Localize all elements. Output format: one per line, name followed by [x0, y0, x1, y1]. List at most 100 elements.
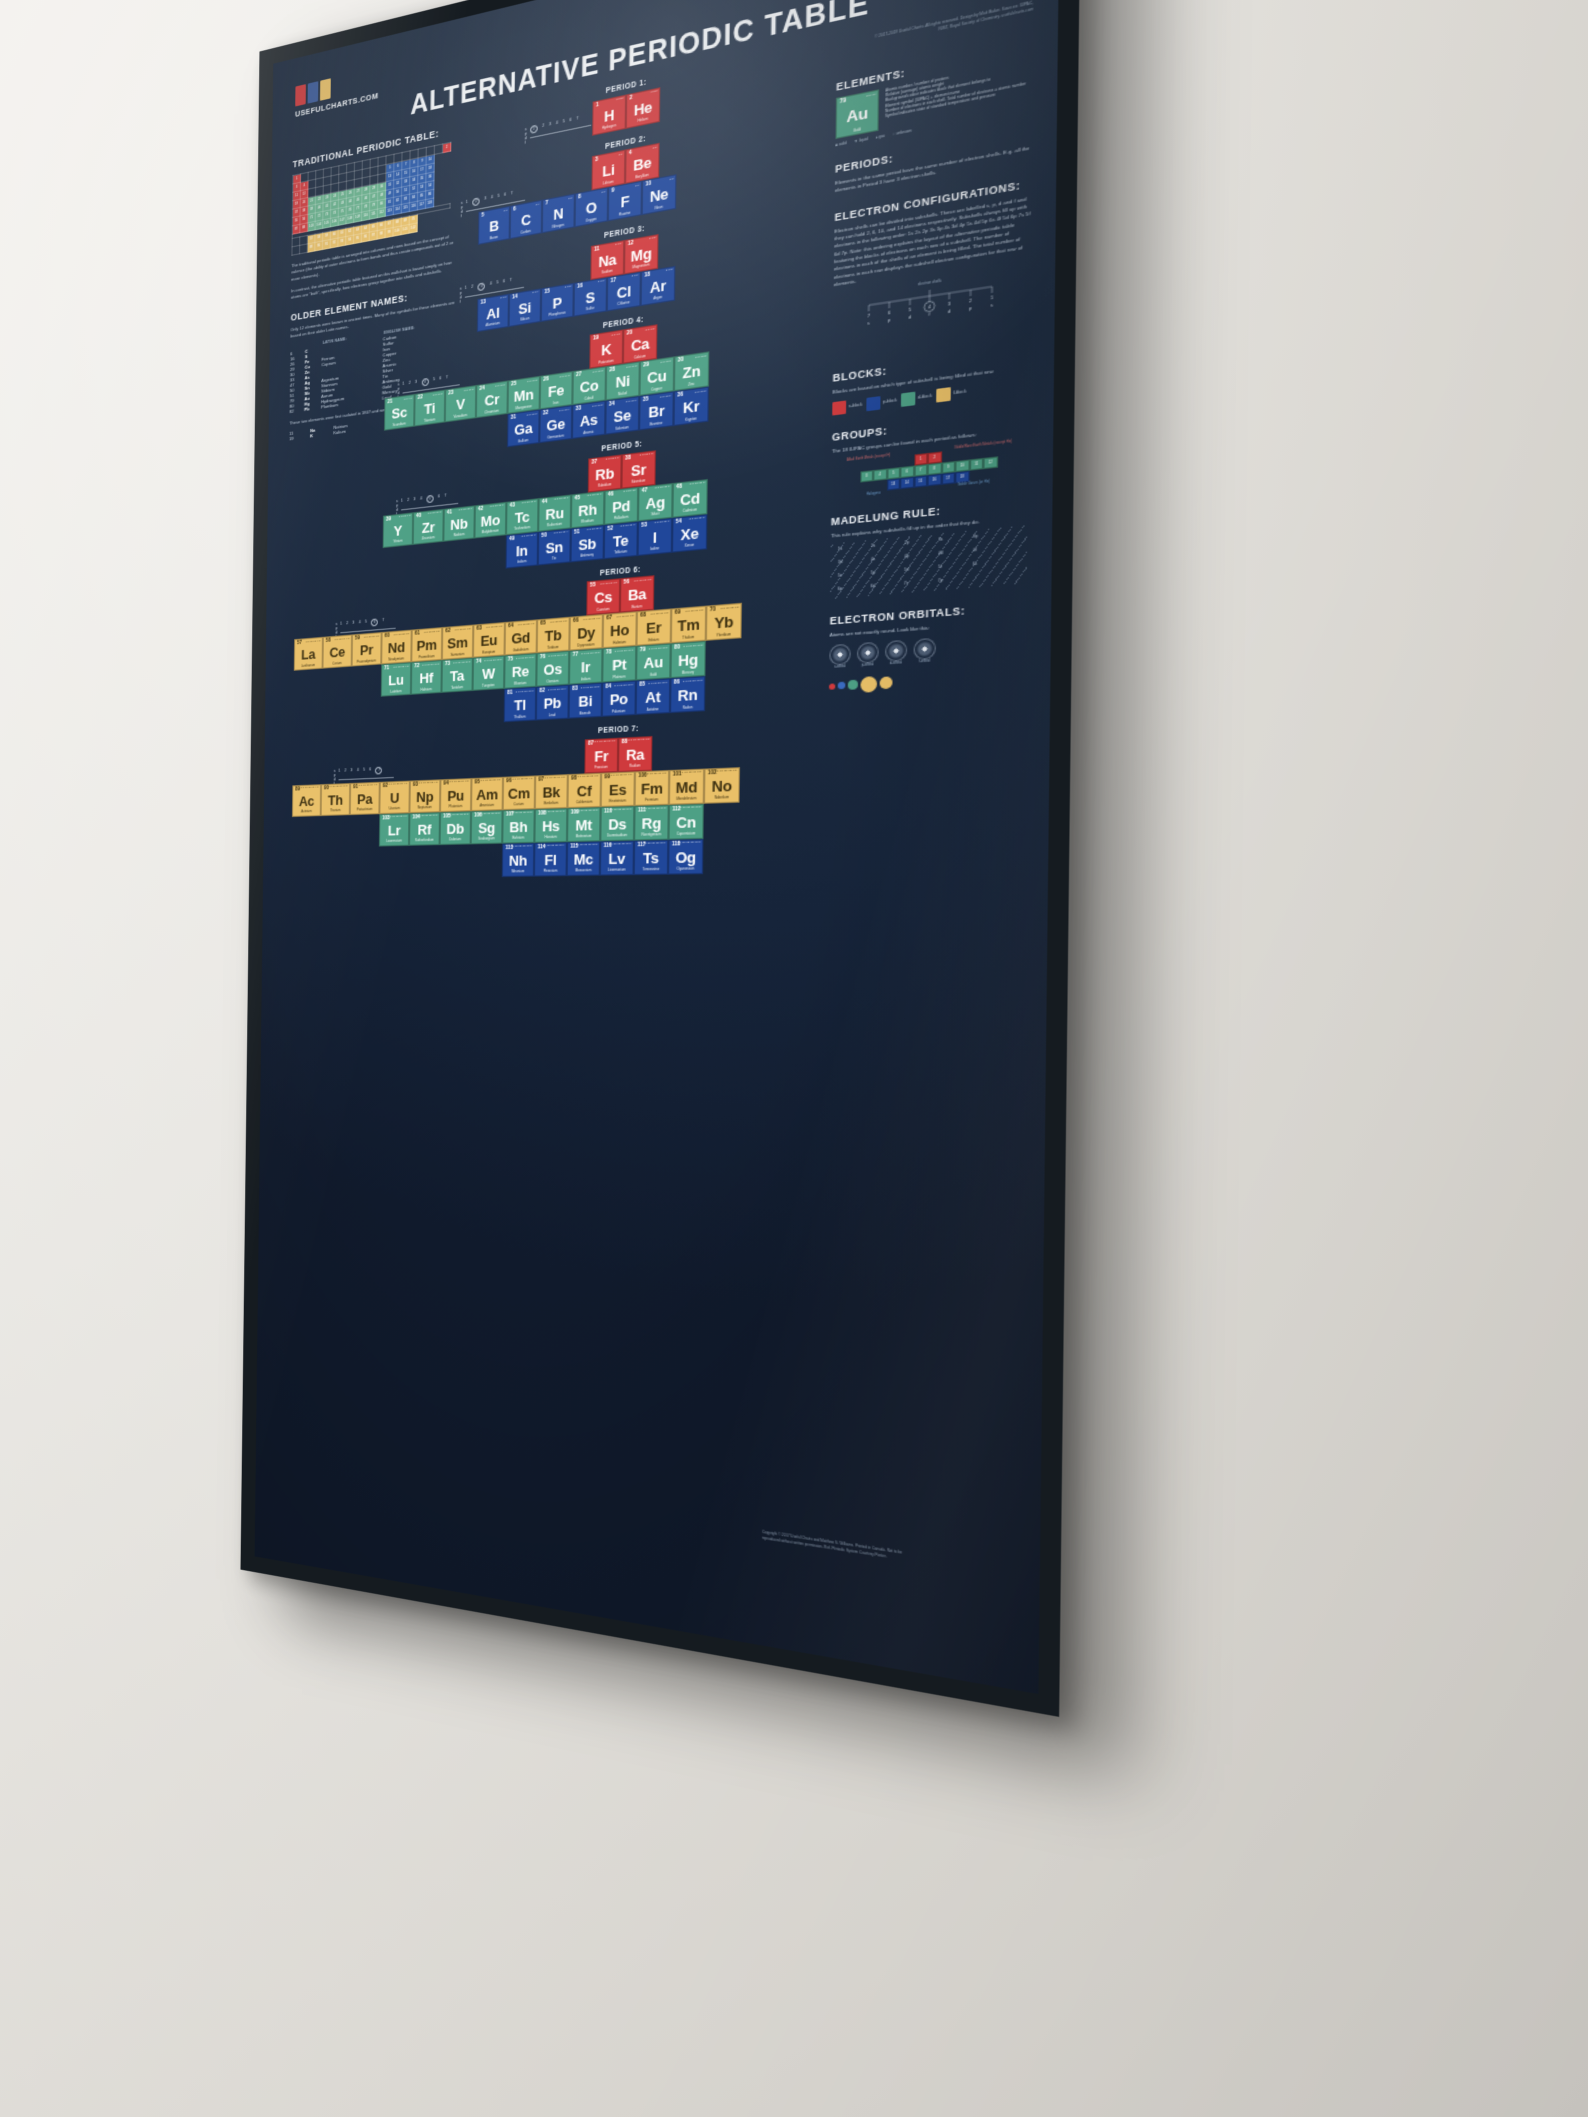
element-tile-Tl[interactable]: 81 2-8-18-32-18-3 Tl Thallium — [503, 686, 537, 723]
element-tile-Gd[interactable]: 64 2-8-18-25-9-2 Gd Gadolinium — [504, 619, 538, 656]
element-tile-Be[interactable]: 4 2-2 Be Beryllium — [625, 142, 660, 184]
element-tile-Og[interactable]: 118 2-8-18-32-32-18-8 Og Oganesson — [668, 838, 704, 875]
element-tile-Db[interactable]: 105 2-8-18-32-32-11-2 Db Dubnium — [439, 810, 472, 845]
element-tile-Pb[interactable]: 82 2-8-18-32-18-4 Pb Lead — [535, 684, 569, 721]
element-tile-Mc[interactable]: 115 2-8-18-32-32-18-5 Mc Moscovium — [566, 840, 601, 876]
element-tile-Eu[interactable]: 63 2-8-18-25-8-2 Eu Europium — [472, 622, 505, 658]
element-tile-Es[interactable]: 99 2-8-18-32-29-8-2 Es Einsteinium — [600, 770, 635, 807]
element-tile-Ar[interactable]: 18 2-8-8 Ar Argon — [640, 265, 676, 306]
element-tile-Zn[interactable]: 30 2-8-18-2 Zn Zinc — [673, 351, 710, 392]
element-tile-Nb[interactable]: 41 2-8-18-12-1 Nb Niobium — [443, 504, 475, 542]
element-tile-Dy[interactable]: 66 2-8-18-28-8-2 Dy Dysprosium — [569, 614, 604, 651]
element-tile-F[interactable]: 9 2-7 F Fluorine — [607, 180, 643, 222]
element-tile-Po[interactable]: 84 2-8-18-32-18-6 Po Polonium — [601, 680, 636, 717]
element-tile-Pd[interactable]: 46 2-8-18-18 Pd Palladium — [604, 486, 639, 525]
element-tile-Ga[interactable]: 31 2-8-18-3 Ga Gallium — [507, 409, 540, 448]
element-tile-Te[interactable]: 52 2-8-18-18-6 Te Tellurium — [603, 520, 638, 559]
element-tile-Fr[interactable]: 87 2-8-18-32-18-8-1 Fr Francium — [584, 737, 619, 773]
element-tile-Mn[interactable]: 25 2-8-13-2 Mn Manganese — [507, 375, 541, 414]
element-tile-Sn[interactable]: 50 2-8-18-18-4 Sn Tin — [537, 527, 571, 565]
element-tile-Ti[interactable]: 22 2-8-10-2 Ti Titanium — [414, 389, 446, 427]
element-tile-Hs[interactable]: 108 2-8-18-32-32-14-2 Hs Hassium — [534, 807, 568, 843]
element-tile-Sb[interactable]: 51 2-8-18-18-5 Sb Antimony — [570, 524, 605, 562]
element-tile-Fe[interactable]: 26 2-8-14-2 Fe Iron — [539, 371, 573, 410]
element-tile-Tm[interactable]: 69 2-8-18-31-8-2 Tm Thulium — [670, 605, 707, 644]
element-tile-Si[interactable]: 14 2-8-4 Si Silicon — [508, 287, 542, 327]
element-tile-Re[interactable]: 75 2-8-18-32-13-2 Re Rhenium — [504, 653, 537, 689]
element-tile-Li[interactable]: 3 2-1 Li Lithium — [591, 149, 626, 191]
element-tile-Bh[interactable]: 107 2-8-18-32-32-13-2 Bh Bohrium — [502, 808, 535, 844]
element-tile-Sg[interactable]: 106 2-8-18-32-32-12-2 Sg Seaborgium — [470, 809, 503, 844]
element-tile-Cu[interactable]: 29 2-8-18-1 Cu Copper — [639, 356, 675, 396]
element-tile-Br[interactable]: 35 2-8-18-7 Br Bromine — [639, 391, 674, 431]
element-tile-Ir[interactable]: 77 2-8-18-32-15-2 Ir Iridium — [568, 648, 603, 685]
element-tile-Md[interactable]: 101 2-8-18-32-31-8-2 Md Mendelevium — [668, 768, 705, 805]
element-tile-P[interactable]: 15 2-8-5 P Phosphorus — [540, 282, 574, 322]
element-tile-Cm[interactable]: 96 2-8-18-32-25-9-2 Cm Curium — [502, 774, 536, 810]
element-tile-Ho[interactable]: 67 2-8-18-29-8-2 Ho Holmium — [602, 611, 637, 649]
element-tile-Sc[interactable]: 21 2-8-9-2 Sc Scandium — [384, 394, 415, 431]
element-tile-Co[interactable]: 27 2-8-15-2 Co Cobalt — [572, 366, 607, 406]
element-tile-Nd[interactable]: 60 2-8-18-22-8-2 Nd Neodymium — [381, 629, 412, 665]
element-tile-N[interactable]: 7 2-5 N Nitrogen — [541, 193, 575, 234]
element-tile-Ds[interactable]: 110 2-8-18-32-32-16-2 Ds Darmstadtium — [600, 805, 635, 841]
element-tile-La[interactable]: 57 2-8-18-18-9-2 La Lanthanum — [293, 636, 323, 671]
element-tile-Cr[interactable]: 24 2-8-13-1 Cr Chromium — [475, 380, 508, 419]
element-tile-Cf[interactable]: 98 2-8-18-32-28-8-2 Cf Californium — [567, 772, 602, 808]
element-tile-H[interactable]: 1 1.008 H Hydrogen — [592, 93, 627, 136]
element-tile-Rh[interactable]: 45 2-8-18-16-1 Rh Rhodium — [570, 490, 605, 528]
element-tile-Rn[interactable]: 86 2-8-18-32-18-8 Rn Radon — [669, 675, 706, 714]
element-tile-Rb[interactable]: 37 2-8-18-8-1 Rb Rubidium — [587, 453, 622, 493]
element-tile-C[interactable]: 6 2-4 C Carbon — [509, 199, 543, 240]
element-tile-Bi[interactable]: 83 2-8-18-32-18-5 Bi Bismuth — [568, 682, 603, 719]
element-tile-Ba[interactable]: 56 2-8-18-18-8-2 Ba Barium — [619, 575, 655, 613]
element-tile-O[interactable]: 8 2-6 O Oxygen — [574, 187, 609, 228]
element-tile-K[interactable]: 19 2-8-8-1 K Potassium — [589, 329, 624, 369]
element-tile-Sr[interactable]: 38 2-8-18-8-2 Sr Strontium — [621, 449, 656, 489]
element-tile-Pu[interactable]: 94 2-8-18-32-24-8-2 Pu Plutonium — [440, 777, 472, 812]
element-tile-Ru[interactable]: 44 2-8-18-15-1 Ru Ruthenium — [538, 493, 572, 532]
element-tile-Bk[interactable]: 97 2-8-18-32-27-8-2 Bk Berkelium — [534, 773, 568, 809]
element-tile-Ac[interactable]: 89 2-8-18-32-18-9-2 Ac Actinium — [292, 783, 322, 817]
element-tile-Y[interactable]: 39 2-8-18-9-2 Y Yttrium — [382, 511, 414, 548]
element-tile-Zr[interactable]: 40 2-8-18-10-2 Zr Zirconium — [412, 508, 444, 545]
element-tile-At[interactable]: 85 2-8-18-32-18-7 At Astatine — [635, 678, 671, 715]
element-tile-Mo[interactable]: 42 2-8-18-13-1 Mo Molybdenum — [474, 501, 507, 538]
element-tile-Cd[interactable]: 48 2-8-18-18-2 Cd Cadmium — [672, 478, 708, 518]
element-tile-U[interactable]: 92 2-8-18-32-21-9-2 U Uranium — [379, 780, 410, 814]
element-tile-Ne[interactable]: 10 2-8 Ne Neon — [641, 174, 677, 216]
element-tile-Ta[interactable]: 73 2-8-18-32-11-2 Ta Tantalum — [441, 657, 473, 693]
element-tile-Fm[interactable]: 100 2-8-18-32-30-8-2 Fm Fermium — [634, 769, 670, 806]
element-tile-Mg[interactable]: 12 2-8-2 Mg Magnesium — [623, 233, 659, 274]
element-tile-As[interactable]: 33 2-8-18-5 As Arsenic — [571, 400, 606, 440]
element-tile-He[interactable]: 2 4.003 He Helium — [625, 86, 661, 129]
element-tile-Ca[interactable]: 20 2-8-8-2 Ca Calcium — [622, 324, 658, 364]
element-tile-Lv[interactable]: 116 2-8-18-32-32-18-6 Lv Livermorium — [599, 840, 635, 876]
element-tile-Os[interactable]: 76 2-8-18-32-14-2 Os Osmium — [536, 650, 570, 687]
element-tile-Np[interactable]: 93 2-8-18-32-22-9-2 Np Neptunium — [409, 778, 441, 813]
element-tile-Yb[interactable]: 70 2-8-18-32-8-2 Yb Ytterbium — [705, 602, 742, 641]
element-tile-Ra[interactable]: 88 2-8-18-32-18-8-2 Ra Radium — [617, 735, 653, 772]
element-tile-Ce[interactable]: 58 2-8-18-19-9-2 Ce Cerium — [322, 634, 353, 669]
element-tile-Lu[interactable]: 71 2-8-18-32-9-2 Lu Lutetium — [380, 662, 412, 697]
element-tile-Na[interactable]: 11 2-8-1 Na Sodium — [590, 239, 625, 280]
element-tile-Tc[interactable]: 43 2-8-18-13-2 Tc Technetium — [506, 497, 539, 535]
element-tile-Er[interactable]: 68 2-8-18-30-8-2 Er Erbium — [636, 608, 672, 646]
element-tile-Sm[interactable]: 62 2-8-18-24-8-2 Sm Samarium — [441, 624, 474, 660]
element-tile-Xe[interactable]: 54 2-8-18-18-8 Xe Xenon — [671, 513, 708, 553]
element-tile-V[interactable]: 23 2-8-11-2 V Vanadium — [444, 385, 477, 423]
element-tile-Lr[interactable]: 103 2-8-18-32-32-8-3 Lr Lawrencium — [378, 812, 410, 846]
element-tile-Hf[interactable]: 72 2-8-18-32-10-2 Hf Hafnium — [410, 659, 442, 695]
element-tile-Pt[interactable]: 78 2-8-18-32-17-1 Pt Platinum — [602, 645, 637, 683]
element-tile-Cs[interactable]: 55 2-8-18-18-8-1 Cs Caesium — [586, 578, 621, 616]
element-tile-B[interactable]: 5 2-3 B Boron — [478, 205, 511, 245]
element-tile-Cl[interactable]: 17 2-8-7 Cl Chlorine — [606, 271, 641, 311]
element-tile-Rf[interactable]: 104 2-8-18-32-32-10-2 Rf Rutherfordium — [409, 811, 441, 846]
element-tile-Se[interactable]: 34 2-8-18-6 Se Selenium — [605, 395, 640, 435]
element-tile-Pa[interactable]: 91 2-8-18-32-20-9-2 Pa Protactinium — [349, 781, 380, 815]
element-tile-Tb[interactable]: 65 2-8-18-27-8-2 Tb Terbium — [536, 616, 570, 654]
element-tile-No[interactable]: 102 2-8-18-32-32-8-2 No Nobelium — [703, 766, 740, 804]
element-tile-Th[interactable]: 90 2-8-18-32-18-10-2 Th Thorium — [320, 782, 351, 816]
element-tile-Ag[interactable]: 47 2-8-18-18-1 Ag Silver — [637, 482, 673, 521]
element-tile-Au[interactable]: 79 2-8-18-32-18-1 Au Gold — [635, 643, 671, 681]
